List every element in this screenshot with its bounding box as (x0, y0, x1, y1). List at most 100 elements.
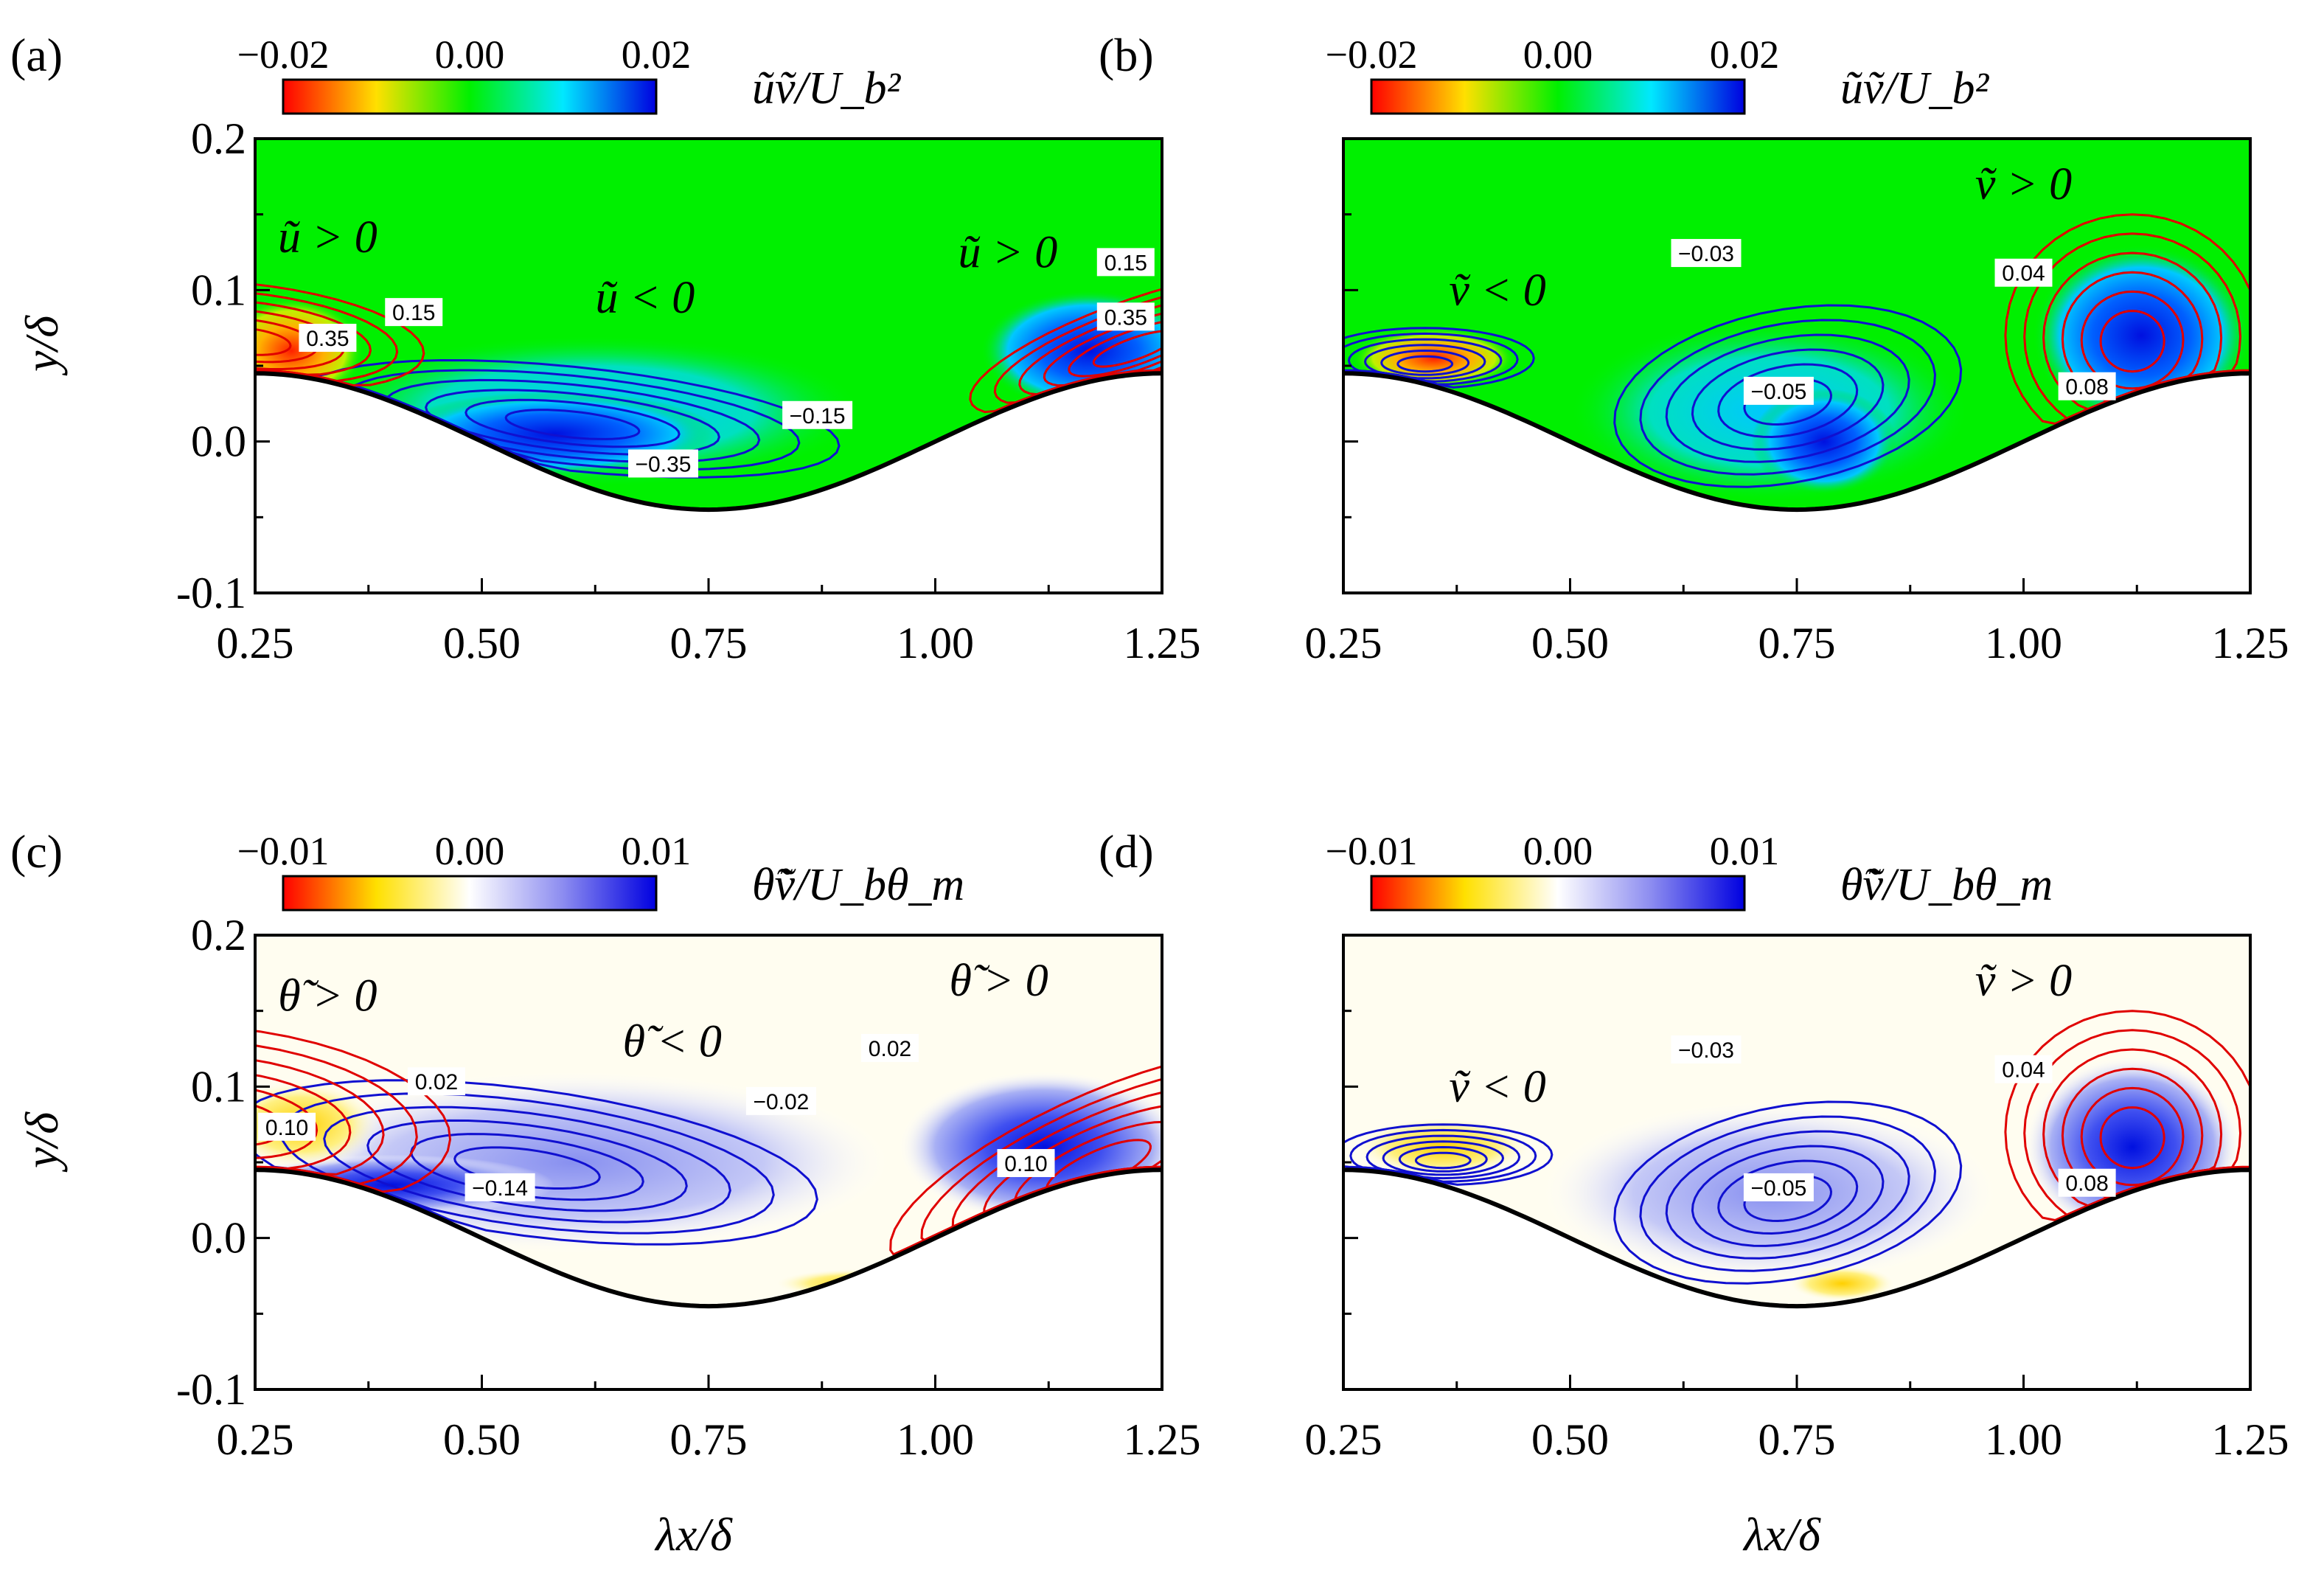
positive-contour (889, 1065, 1162, 1256)
negative-contour (1380, 349, 1470, 376)
positive-contour (993, 296, 1162, 404)
negative-contour (1717, 363, 1859, 439)
colorbar-tick-label: −0.02 (1326, 32, 1418, 77)
positive-contour (255, 328, 292, 356)
wall-curve (1343, 1167, 2250, 1309)
y-tick-label: -0.1 (176, 1365, 246, 1414)
solid-region (255, 373, 1162, 593)
region-annotation: ṽ < 0 (1449, 1062, 1545, 1112)
region-annotation: θ̃ > 0 (278, 971, 377, 1021)
contour-label: −0.03 (1671, 239, 1742, 268)
svg-text:−0.03: −0.03 (1678, 1038, 1734, 1063)
colorbar-tick-label: 0.00 (1523, 32, 1593, 77)
x-axis-label: λx/δ (1742, 1508, 1821, 1561)
plot-area (255, 139, 1162, 593)
colorbar-tick-label: 0.02 (622, 32, 692, 77)
positive-contour (255, 1059, 385, 1176)
colorbar (1370, 875, 1746, 912)
positive-contour (2061, 1067, 2204, 1198)
svg-text:−0.14: −0.14 (472, 1176, 528, 1201)
wall-curve (255, 371, 1162, 513)
colorbar-tick-label: 0.00 (435, 829, 505, 873)
solid-region (255, 1170, 1162, 1389)
y-tick-label: 0.1 (191, 266, 246, 314)
svg-text:0.08: 0.08 (2065, 1172, 2108, 1196)
x-tick-label: 1.00 (897, 619, 974, 667)
colorbar-tick-label: −0.01 (1326, 829, 1418, 873)
solid-region (1343, 373, 2250, 593)
x-tick-label: 0.75 (1758, 1415, 1836, 1464)
x-tick-label: 0.25 (1305, 619, 1382, 667)
positive-contour (2080, 1086, 2185, 1187)
region-annotation: ṽ > 0 (1975, 159, 2072, 209)
contour-label: 0.02 (408, 1067, 465, 1096)
region-annotation: ṽ > 0 (1975, 956, 2072, 1006)
region-annotation: θ̃ < 0 (623, 1016, 722, 1066)
colorbar-title: ũṽ/U_b² (752, 63, 902, 114)
panel-3: 0.25 0.50 0.75 1.00 1.25 λx/δ (d) −0.01 0.00 0.01… (1099, 825, 2289, 1561)
plot-area (1343, 935, 2250, 1389)
svg-text:0.02: 0.02 (415, 1070, 458, 1094)
negative-contour (465, 398, 681, 448)
contour-label: −0.05 (1743, 376, 1814, 405)
x-tick-label: 1.25 (1124, 619, 1201, 667)
colorbar-tick-label: 0.02 (1710, 32, 1780, 77)
region-annotation: ũ < 0 (595, 273, 695, 323)
colorbar-tick-label: 0.01 (1710, 829, 1780, 873)
plot-area (1343, 139, 2250, 593)
panel-label: (c) (10, 825, 63, 878)
colorbar-tick-label: 0.00 (435, 32, 505, 77)
svg-text:0.04: 0.04 (2002, 1058, 2045, 1083)
svg-text:−0.05: −0.05 (1750, 380, 1806, 404)
panel-0: 0.25 0.50 0.75 1.00 1.25 0.2 0.1 0.0 -0.1 y/δ (a) −… (10, 29, 1201, 667)
negative-contour (1349, 1128, 1537, 1183)
positive-contour (1092, 330, 1162, 368)
x-tick-label: 0.25 (1305, 1415, 1382, 1464)
negative-contour (1717, 1159, 1859, 1235)
x-tick-label: 1.25 (1124, 1415, 1201, 1464)
negative-contour (1691, 1145, 1885, 1247)
contour-label: 0.02 (861, 1034, 919, 1062)
x-tick-label: 0.75 (1758, 619, 1836, 667)
contour-label: 0.15 (1096, 248, 1155, 277)
positive-contour (920, 1077, 1162, 1242)
positive-contour (951, 1091, 1162, 1228)
positive-contour (255, 319, 319, 364)
negative-contour (453, 1146, 601, 1190)
plot-area (255, 935, 1162, 1389)
negative-contour (1613, 304, 1963, 488)
negative-contour (1691, 348, 1885, 451)
svg-text:0.35: 0.35 (306, 327, 349, 351)
svg-text:−0.35: −0.35 (636, 452, 692, 476)
colorbar-tick-label: −0.01 (237, 829, 330, 873)
colorbar (282, 875, 658, 912)
positive-contour (2099, 1106, 2165, 1170)
svg-text:−0.03: −0.03 (1678, 242, 1734, 266)
positive-contour (2099, 310, 2165, 373)
region-annotation: ũ > 0 (278, 212, 378, 263)
contour-label: 0.35 (299, 324, 357, 353)
positive-contour (969, 288, 1162, 414)
colorbar-title: θ̃ṽ/U_bθ_m (752, 860, 964, 910)
y-tick-label: 0.2 (191, 114, 246, 163)
positive-contour (255, 310, 345, 370)
svg-text:0.10: 0.10 (265, 1116, 308, 1140)
svg-text:0.15: 0.15 (1104, 251, 1147, 275)
svg-text:0.15: 0.15 (392, 301, 435, 325)
positive-contour (1018, 304, 1162, 396)
x-tick-label: 1.00 (897, 1415, 974, 1464)
x-tick-label: 1.00 (1985, 1415, 2062, 1464)
negative-contour (1613, 1100, 1963, 1285)
svg-text:0.35: 0.35 (1104, 305, 1147, 330)
field-blob (1751, 388, 1897, 495)
x-tick-label: 1.25 (2212, 619, 2289, 667)
negative-contour (504, 409, 641, 440)
x-tick-label: 0.50 (443, 1415, 521, 1464)
y-tick-label: 0.1 (191, 1062, 246, 1111)
negative-contour (1363, 344, 1486, 380)
region-annotation: ṽ < 0 (1449, 266, 1545, 316)
contour-label: −0.15 (782, 400, 853, 429)
negative-contour (1343, 1123, 1554, 1186)
negative-contour (1398, 1145, 1488, 1173)
svg-text:0.02: 0.02 (869, 1037, 911, 1061)
